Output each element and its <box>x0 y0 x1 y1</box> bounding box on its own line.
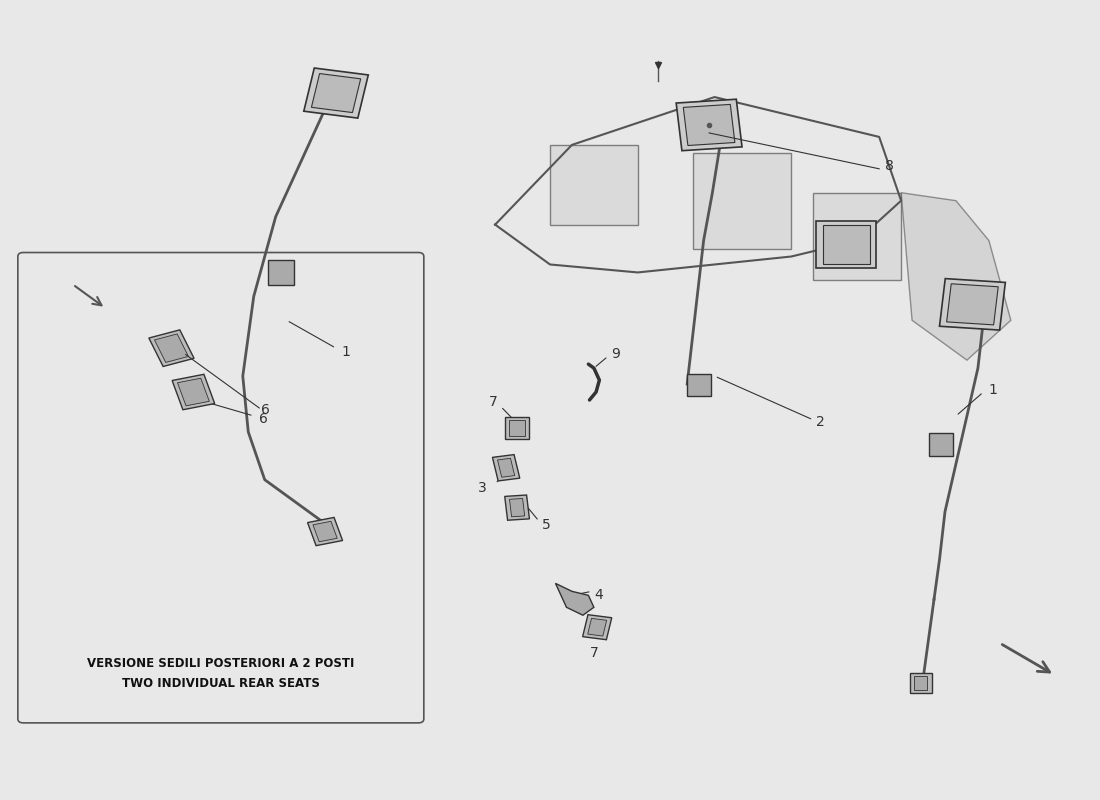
Bar <box>583 614 612 640</box>
Text: 9: 9 <box>612 346 620 361</box>
Text: 2: 2 <box>815 415 824 430</box>
Text: VERSIONE SEDILI POSTERIORI A 2 POSTI: VERSIONE SEDILI POSTERIORI A 2 POSTI <box>87 657 354 670</box>
Bar <box>947 284 998 325</box>
Bar <box>505 417 529 439</box>
Bar <box>816 221 877 269</box>
Text: 7: 7 <box>590 646 598 659</box>
Bar <box>693 153 791 249</box>
Bar <box>683 105 735 146</box>
Bar <box>177 378 209 406</box>
Text: 1: 1 <box>989 382 998 397</box>
Text: 5: 5 <box>542 518 551 532</box>
Bar <box>154 334 188 362</box>
Bar <box>823 226 870 264</box>
FancyBboxPatch shape <box>18 253 424 723</box>
Bar <box>312 522 338 542</box>
Bar <box>910 673 932 693</box>
Bar <box>304 68 368 118</box>
Text: 3: 3 <box>477 481 486 494</box>
Bar <box>505 495 529 520</box>
Text: 7: 7 <box>488 395 497 410</box>
Bar <box>509 420 525 436</box>
Polygon shape <box>556 583 594 615</box>
Bar <box>914 676 927 690</box>
Bar <box>550 145 638 225</box>
Bar <box>268 260 295 286</box>
Bar <box>509 498 525 517</box>
Bar <box>587 618 606 636</box>
Text: 1: 1 <box>341 345 351 359</box>
Bar <box>497 458 515 478</box>
Bar <box>308 518 342 546</box>
Text: 4: 4 <box>594 588 603 602</box>
Bar <box>688 374 712 396</box>
Bar <box>148 330 194 366</box>
Text: 6: 6 <box>260 412 268 426</box>
Text: TWO INDIVIDUAL REAR SEATS: TWO INDIVIDUAL REAR SEATS <box>122 677 320 690</box>
Text: 6: 6 <box>262 402 271 417</box>
Text: 8: 8 <box>884 159 893 174</box>
Bar <box>311 74 361 113</box>
Bar <box>172 374 214 410</box>
Polygon shape <box>901 193 1011 360</box>
Bar <box>813 193 901 281</box>
Bar <box>493 454 520 481</box>
Bar <box>928 434 953 456</box>
Bar <box>676 99 742 150</box>
Bar <box>939 278 1005 330</box>
